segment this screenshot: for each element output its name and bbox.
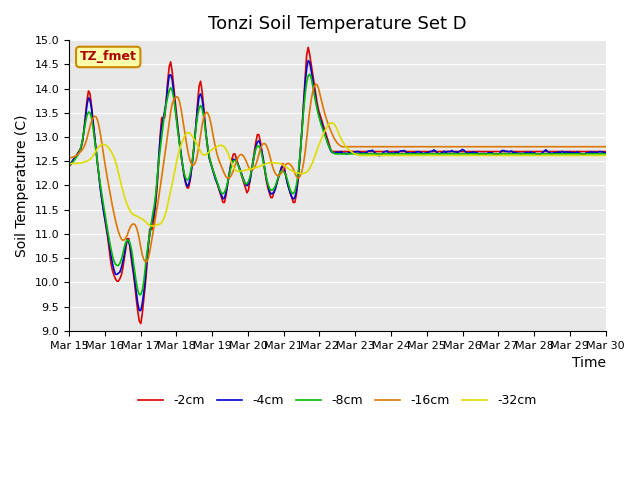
-4cm — [253, 139, 261, 145]
-2cm — [301, 73, 309, 79]
-16cm — [301, 149, 309, 155]
Text: TZ_fmet: TZ_fmet — [80, 50, 136, 63]
-2cm — [305, 45, 312, 50]
-16cm — [65, 155, 73, 160]
-32cm — [253, 164, 261, 170]
-32cm — [131, 212, 139, 218]
-32cm — [602, 153, 609, 158]
-8cm — [244, 179, 252, 184]
-2cm — [131, 282, 139, 288]
-32cm — [149, 223, 157, 229]
Legend: -2cm, -4cm, -8cm, -16cm, -32cm: -2cm, -4cm, -8cm, -16cm, -32cm — [133, 389, 541, 412]
-8cm — [227, 166, 234, 172]
X-axis label: Time: Time — [572, 356, 605, 370]
-2cm — [137, 321, 145, 326]
-2cm — [244, 187, 252, 193]
-8cm — [575, 151, 582, 157]
-32cm — [575, 153, 582, 158]
-4cm — [575, 150, 582, 156]
-16cm — [227, 174, 234, 180]
-16cm — [575, 144, 582, 150]
-16cm — [253, 157, 261, 163]
-8cm — [306, 72, 314, 77]
Line: -16cm: -16cm — [69, 84, 605, 262]
-4cm — [65, 160, 73, 166]
-8cm — [301, 91, 309, 96]
Line: -8cm: -8cm — [69, 74, 605, 295]
-16cm — [312, 81, 319, 87]
-2cm — [227, 163, 234, 169]
-4cm — [131, 277, 139, 283]
-16cm — [141, 259, 149, 264]
-8cm — [136, 292, 143, 298]
-2cm — [253, 132, 261, 137]
-2cm — [575, 149, 582, 155]
-8cm — [602, 151, 609, 157]
-4cm — [137, 308, 145, 313]
-4cm — [305, 58, 312, 63]
-4cm — [244, 181, 252, 187]
Line: -2cm: -2cm — [69, 48, 605, 324]
-4cm — [602, 150, 609, 156]
-32cm — [227, 157, 234, 163]
-16cm — [602, 144, 609, 150]
-16cm — [244, 164, 252, 169]
Title: Tonzi Soil Temperature Set D: Tonzi Soil Temperature Set D — [208, 15, 467, 33]
Y-axis label: Soil Temperature (C): Soil Temperature (C) — [15, 114, 29, 257]
Line: -4cm: -4cm — [69, 60, 605, 311]
-2cm — [602, 149, 609, 155]
-32cm — [244, 167, 252, 172]
-32cm — [65, 160, 73, 166]
-8cm — [65, 162, 73, 168]
-4cm — [301, 79, 309, 85]
-8cm — [253, 143, 261, 149]
-32cm — [301, 170, 309, 176]
-8cm — [131, 270, 139, 276]
-32cm — [328, 120, 336, 126]
-2cm — [65, 163, 73, 169]
-16cm — [131, 221, 139, 227]
Line: -32cm: -32cm — [69, 123, 605, 226]
-4cm — [227, 165, 234, 170]
